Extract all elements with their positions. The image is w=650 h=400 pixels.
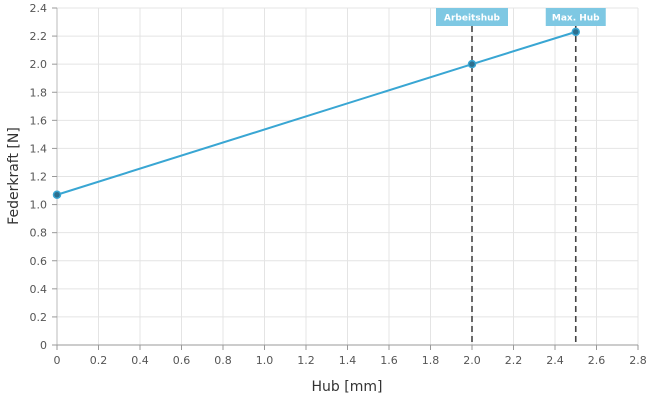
marker-label-box	[545, 8, 606, 26]
y-tick-label: 0.2	[30, 311, 48, 324]
y-tick-label: 1.4	[30, 142, 48, 155]
y-tick-label: 2.2	[30, 30, 48, 43]
series-line	[56, 30, 577, 196]
marker-label: Arbeitshub	[444, 14, 501, 24]
x-tick-label: 1.0	[256, 354, 274, 367]
x-tick-label: 0.8	[214, 354, 232, 367]
series	[52, 27, 580, 200]
x-tick-label: 0.6	[173, 354, 191, 367]
y-tick-label: 2.4	[30, 2, 48, 15]
x-tick-label: 0.2	[90, 354, 108, 367]
y-tick-label: 1.6	[30, 114, 48, 127]
y-tick-label: 1.2	[30, 171, 48, 184]
x-tick-label: 2.0	[463, 354, 481, 367]
data-point	[467, 59, 477, 69]
x-axis-title: Hub [mm]	[312, 379, 383, 395]
marker-label-box	[436, 8, 508, 26]
x-tick-label: 2.6	[588, 354, 606, 367]
y-tick-label: 1.8	[30, 86, 48, 99]
x-tick-label: 1.4	[339, 354, 357, 367]
x-tick-label: 2.4	[546, 354, 564, 367]
y-tick-label: 0.4	[30, 283, 48, 296]
x-tick-label: 2.2	[505, 354, 523, 367]
x-tick-label: 1.8	[422, 354, 440, 367]
markers: Arbeitshub Max. Hub	[436, 8, 606, 345]
y-axis-ticks: 0 0.2 0.4 0.6 0.8 1.0 1.2 1.4 1.6 1.8 2.0 2.2 2.4	[30, 2, 57, 352]
grid	[56, 7, 639, 346]
x-tick-label: 0.4	[131, 354, 149, 367]
x-axis-ticks: 0 0.2 0.4 0.6 0.8 1.0 1.2 1.4 1.6 1.8 2.0 2.2 2.4 2.6…	[54, 345, 647, 367]
marker-label: Max. Hub	[552, 14, 600, 24]
x-tick-label: 1.6	[380, 354, 398, 367]
y-axis-title: Federkraft [N]	[6, 127, 22, 225]
y-tick-label: 0.6	[30, 255, 48, 268]
y-tick-label: 2.0	[30, 58, 48, 71]
x-tick-label: 2.8	[629, 354, 647, 367]
y-tick-label: 0	[40, 339, 47, 352]
x-tick-label: 1.2	[297, 354, 315, 367]
y-tick-label: 1.0	[30, 199, 48, 212]
y-tick-label: 0.8	[30, 227, 48, 240]
data-point	[52, 190, 62, 200]
x-tick-label: 0	[54, 354, 61, 367]
data-point	[571, 27, 580, 37]
